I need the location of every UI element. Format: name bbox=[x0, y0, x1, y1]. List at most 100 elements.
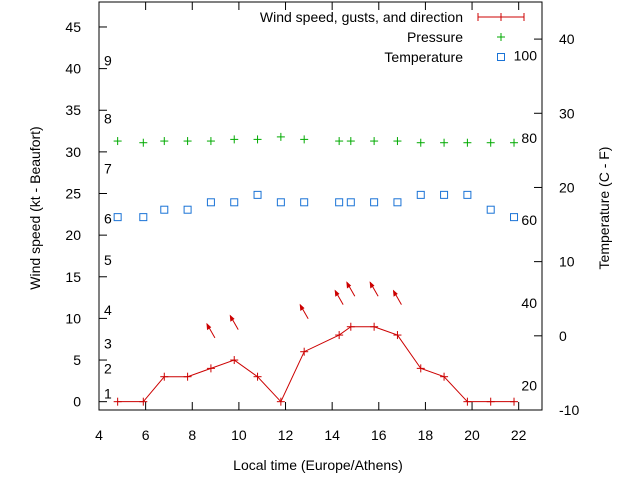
y-right-tick-label: 10 bbox=[559, 254, 575, 270]
wind-arrow bbox=[392, 289, 402, 305]
wind-speed-line bbox=[117, 326, 515, 403]
wind-arrow-head bbox=[229, 314, 235, 322]
legend-sample-wind-point bbox=[497, 13, 505, 21]
beaufort-scale: 1 2 3 4 5 6 7 8 9 bbox=[104, 52, 112, 401]
beaufort-label: 2 bbox=[104, 360, 112, 376]
wind-speed-point bbox=[440, 372, 449, 381]
pressure-point bbox=[230, 135, 239, 144]
pressure-point bbox=[416, 138, 425, 147]
wind-speed-point bbox=[370, 322, 379, 331]
y-left-tick-label: 35 bbox=[65, 102, 81, 118]
temperature-point bbox=[440, 190, 449, 199]
x-tick-label: 20 bbox=[464, 427, 480, 443]
wind-arrow-head bbox=[392, 289, 398, 297]
temperature-series bbox=[113, 190, 519, 222]
wind-arrow-head bbox=[334, 289, 340, 297]
fahrenheit-label: 60 bbox=[521, 212, 537, 228]
legend-label-temperature: Temperature bbox=[384, 49, 463, 65]
y-left-tick-label: 45 bbox=[65, 19, 81, 35]
pressure-point bbox=[440, 138, 449, 147]
y-right-tick-label: 40 bbox=[559, 31, 575, 47]
temperature-point bbox=[335, 198, 344, 207]
y-left-tick-label: 40 bbox=[65, 61, 81, 77]
pressure-series bbox=[113, 132, 519, 147]
y-left-tick-label: 10 bbox=[65, 310, 81, 326]
y-left-tick-label: 0 bbox=[73, 394, 81, 410]
temperature-point bbox=[393, 198, 402, 207]
beaufort-label: 6 bbox=[104, 210, 112, 226]
wind-speed-series bbox=[113, 322, 519, 406]
wind-speed-point bbox=[463, 397, 472, 406]
temperature-point bbox=[510, 213, 519, 222]
beaufort-label: 8 bbox=[104, 111, 112, 127]
wind-speed-point bbox=[346, 322, 355, 331]
pressure-point bbox=[206, 137, 215, 146]
wind-speed-point bbox=[486, 397, 495, 406]
wind-speed-point bbox=[276, 397, 285, 406]
wind-speed-point bbox=[113, 397, 122, 406]
temperature-point bbox=[160, 205, 169, 214]
temperature-point bbox=[139, 213, 148, 222]
legend-sample-wind bbox=[477, 13, 525, 21]
y-axis-label-left: Wind speed (kt - Beaufort) bbox=[27, 126, 43, 289]
temperature-point bbox=[253, 190, 262, 199]
beaufort-label: 9 bbox=[104, 52, 112, 68]
temperature-point bbox=[276, 198, 285, 207]
pressure-point bbox=[486, 138, 495, 147]
wind-arrow-head bbox=[369, 281, 375, 289]
y-axis-label-right: Temperature (C - F) bbox=[596, 147, 612, 270]
x-tick-label: 22 bbox=[511, 427, 527, 443]
plot-border bbox=[98, 1, 543, 411]
temperature-point bbox=[300, 198, 309, 207]
y-left-tick-label: 20 bbox=[65, 227, 81, 243]
fahrenheit-label: 80 bbox=[521, 130, 537, 146]
x-tick-label: 4 bbox=[95, 427, 103, 443]
legend-label-pressure: Pressure bbox=[407, 29, 463, 45]
wind-speed-point bbox=[510, 397, 519, 406]
y-left-tick-label: 30 bbox=[65, 144, 81, 160]
wind-speed-point bbox=[139, 397, 148, 406]
y-left-tick-label: 25 bbox=[65, 186, 81, 202]
wind-speed-point bbox=[393, 331, 402, 340]
beaufort-label: 4 bbox=[104, 302, 112, 318]
temperature-point bbox=[113, 213, 122, 222]
y-right-tick-label: 0 bbox=[559, 328, 567, 344]
pressure-point bbox=[346, 137, 355, 146]
legend: Wind speed, gusts, and direction Pressur… bbox=[260, 9, 525, 65]
pressure-point bbox=[113, 137, 122, 146]
legend-sample-pressure bbox=[497, 33, 505, 41]
fahrenheit-label: 40 bbox=[521, 295, 537, 311]
temperature-point bbox=[416, 190, 425, 199]
pressure-point bbox=[300, 135, 309, 144]
wind-arrow bbox=[229, 314, 239, 330]
legend-label-wind: Wind speed, gusts, and direction bbox=[260, 9, 463, 25]
wind-arrow bbox=[346, 281, 356, 297]
x-tick-label: 8 bbox=[188, 427, 196, 443]
pressure-point bbox=[253, 135, 262, 144]
wind-arrow bbox=[206, 322, 216, 339]
wind-arrow-head bbox=[346, 281, 352, 289]
y-left-tick-label: 15 bbox=[65, 269, 81, 285]
pressure-point bbox=[276, 132, 285, 141]
pressure-point bbox=[139, 138, 148, 147]
wind-direction-arrows bbox=[206, 281, 402, 339]
x-tick-label: 12 bbox=[278, 427, 294, 443]
fahrenheit-label: 100 bbox=[514, 47, 538, 63]
pressure-point bbox=[335, 137, 344, 146]
temperature-point bbox=[486, 205, 495, 214]
plot-frame bbox=[98, 1, 543, 411]
y-right-tick-label: 30 bbox=[559, 105, 575, 121]
wind-speed-point bbox=[206, 364, 215, 373]
wind-speed-point bbox=[253, 372, 262, 381]
wind-speed-point bbox=[335, 331, 344, 340]
beaufort-label: 1 bbox=[104, 385, 112, 401]
beaufort-label: 7 bbox=[104, 161, 112, 177]
wind-arrow-head bbox=[206, 322, 212, 331]
wind-arrow-head bbox=[299, 303, 305, 311]
wind-arrow bbox=[334, 289, 344, 305]
temperature-point bbox=[183, 205, 192, 214]
pressure-point bbox=[510, 138, 519, 147]
wind-speed-point bbox=[230, 356, 239, 365]
